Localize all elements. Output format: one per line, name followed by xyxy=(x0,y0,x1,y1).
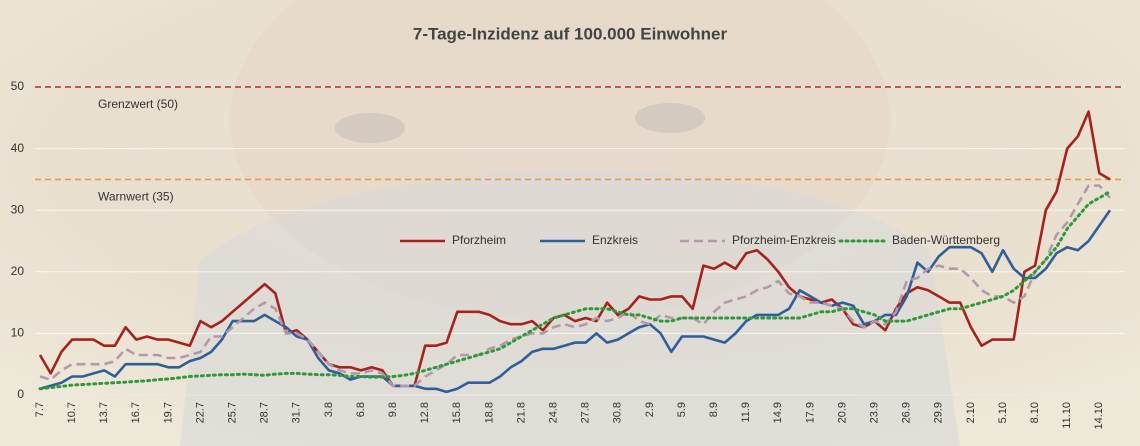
x-tick-label: 2.9 xyxy=(644,402,656,417)
x-tick-label: 16.7 xyxy=(130,402,142,423)
x-tick-label: 15.8 xyxy=(451,402,463,423)
x-tick-label: 8.9 xyxy=(708,402,720,417)
reference-label: Grenzwert (50) xyxy=(98,97,178,111)
x-tick-label: 27.8 xyxy=(580,402,592,423)
legend-label: Pforzheim xyxy=(452,233,506,247)
x-tick-label: 12.8 xyxy=(419,402,431,423)
eye xyxy=(335,113,405,143)
x-tick-label: 22.7 xyxy=(194,402,206,423)
y-tick-label: 50 xyxy=(11,79,25,93)
x-tick-label: 23.9 xyxy=(869,402,881,423)
x-tick-label: 20.9 xyxy=(836,402,848,423)
x-tick-label: 14.10 xyxy=(1093,402,1105,430)
x-tick-label: 30.8 xyxy=(612,402,624,423)
series-line xyxy=(39,184,1111,388)
x-tick-label: 19.7 xyxy=(162,402,174,423)
x-tick-label: 3.8 xyxy=(323,402,335,417)
x-tick-label: 7.7 xyxy=(34,402,46,417)
x-tick-label: 13.7 xyxy=(98,402,110,423)
x-tick-label: 26.9 xyxy=(901,402,913,423)
eye xyxy=(635,103,705,133)
x-tick-label: 6.8 xyxy=(355,402,367,417)
x-tick-label: 2.10 xyxy=(965,402,977,423)
x-tick-label: 5.10 xyxy=(997,402,1009,423)
x-tick-label: 14.9 xyxy=(772,402,784,423)
legend-label: Pforzheim-Enzkreis xyxy=(732,233,836,247)
x-tick-label: 21.8 xyxy=(515,402,527,423)
x-tick-label: 29.9 xyxy=(933,402,945,423)
series-line xyxy=(38,110,1111,388)
y-tick-label: 0 xyxy=(17,387,24,401)
series-line xyxy=(38,190,1112,391)
x-tick-label: 8.10 xyxy=(1029,402,1041,423)
x-tick-label: 11.10 xyxy=(1061,402,1073,429)
x-tick-label: 25.7 xyxy=(227,402,239,423)
y-tick-label: 10 xyxy=(11,326,25,340)
x-tick-label: 31.7 xyxy=(291,402,303,423)
series-line xyxy=(39,209,1112,394)
x-tick-label: 17.9 xyxy=(804,402,816,423)
legend-label: Baden-Württemberg xyxy=(892,233,1000,247)
legend-label: Enzkreis xyxy=(592,233,638,247)
y-tick-label: 30 xyxy=(11,202,25,216)
x-tick-label: 5.9 xyxy=(676,402,688,417)
y-tick-label: 40 xyxy=(11,141,25,155)
x-tick-label: 18.8 xyxy=(483,402,495,423)
x-tick-label: 28.7 xyxy=(259,402,271,423)
y-tick-label: 20 xyxy=(11,264,25,278)
chart-title: 7-Tage-Inzidenz auf 100.000 Einwohner xyxy=(413,24,728,43)
x-tick-label: 24.8 xyxy=(548,402,560,423)
x-tick-label: 9.8 xyxy=(387,402,399,417)
reference-label: Warnwert (35) xyxy=(98,190,174,204)
x-tick-label: 11.9 xyxy=(740,402,752,423)
x-tick-label: 10.7 xyxy=(66,402,78,423)
